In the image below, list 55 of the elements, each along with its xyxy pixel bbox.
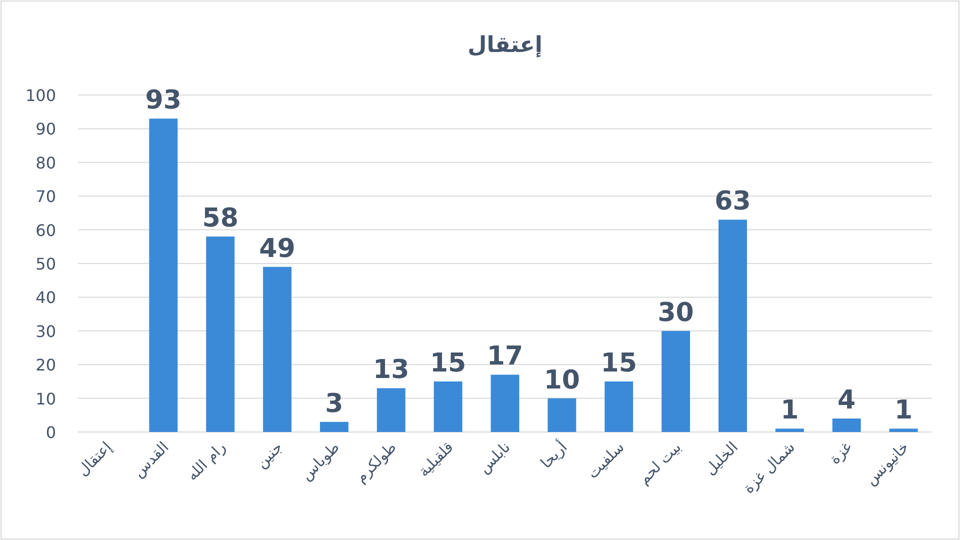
bar bbox=[604, 381, 634, 432]
bar bbox=[889, 428, 918, 432]
chart-title: إعتقال bbox=[468, 33, 542, 58]
x-tick-label: الخليل bbox=[701, 438, 742, 479]
bar bbox=[263, 266, 292, 432]
y-tick-label: 70 bbox=[36, 187, 56, 206]
y-tick-label: 60 bbox=[36, 220, 56, 240]
data-label: 4 bbox=[838, 386, 856, 416]
data-label: 10 bbox=[544, 365, 580, 396]
y-tick-label: 0 bbox=[46, 423, 56, 442]
x-tick-label: إعتقال bbox=[74, 438, 116, 480]
data-label: 30 bbox=[658, 298, 694, 328]
x-tick-label: نابلس bbox=[474, 438, 514, 477]
y-tick-label: 40 bbox=[36, 288, 56, 308]
data-label: 3 bbox=[325, 388, 344, 419]
x-tick-label: سلفيت bbox=[584, 438, 628, 482]
bar bbox=[775, 428, 804, 432]
x-tick-label: طولكرم bbox=[352, 438, 400, 486]
y-tick-label: 10 bbox=[36, 389, 56, 408]
x-tick-label: خانيونس bbox=[862, 438, 912, 489]
y-tick-label: 80 bbox=[36, 153, 56, 172]
bar bbox=[832, 418, 861, 432]
data-label: 63 bbox=[714, 186, 751, 217]
bar bbox=[490, 374, 520, 432]
x-tick-label: غزة bbox=[826, 438, 856, 468]
x-tick-label: أريحا bbox=[536, 437, 571, 472]
data-label: 1 bbox=[894, 396, 913, 426]
y-tick-label: 100 bbox=[25, 86, 56, 105]
data-label: 58 bbox=[202, 204, 238, 234]
data-label: 1 bbox=[780, 396, 799, 426]
x-tick-label: رام الله bbox=[183, 438, 230, 484]
bar bbox=[548, 398, 576, 432]
data-label: 13 bbox=[373, 355, 410, 386]
x-tick-label: شمال غزة bbox=[739, 438, 798, 498]
x-tick-label: جنين bbox=[252, 438, 286, 472]
x-tick-label: طوباس bbox=[297, 438, 344, 484]
bar bbox=[434, 381, 462, 432]
x-tick-label: قلقيلية bbox=[414, 438, 457, 480]
bar bbox=[376, 388, 406, 432]
data-label: 93 bbox=[145, 86, 182, 116]
x-tick-label: القدس bbox=[129, 438, 172, 481]
data-label: 15 bbox=[600, 348, 637, 378]
bar bbox=[718, 220, 747, 432]
y-tick-label: 50 bbox=[36, 254, 56, 274]
bar bbox=[206, 236, 235, 432]
bar bbox=[320, 422, 348, 432]
x-tick-label: بيت لحم bbox=[634, 438, 685, 488]
bar bbox=[149, 118, 178, 432]
bar bbox=[662, 330, 690, 432]
data-label: 49 bbox=[259, 234, 296, 264]
y-tick-label: 90 bbox=[36, 120, 56, 139]
data-label: 17 bbox=[486, 342, 524, 372]
y-tick-label: 30 bbox=[36, 322, 56, 341]
data-label: 15 bbox=[430, 348, 466, 378]
y-tick-label: 20 bbox=[36, 356, 56, 375]
